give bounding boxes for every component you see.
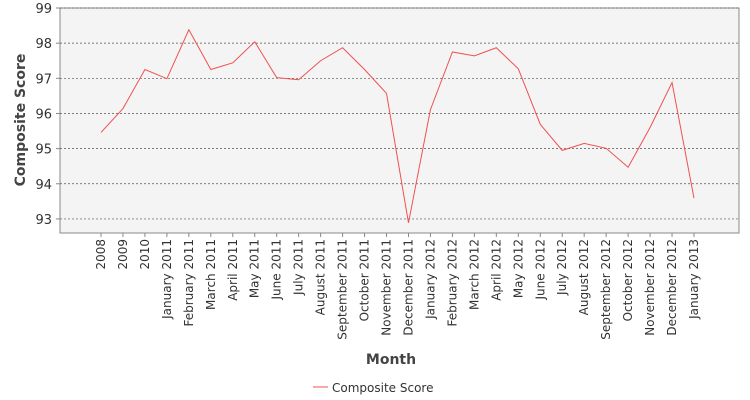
plot-area (59, 7, 740, 234)
legend-label: Composite Score (332, 381, 433, 395)
x-tick-label: October 2011 (358, 239, 372, 321)
y-tick-label: 94 (35, 178, 52, 193)
x-tick-label: March 2011 (204, 239, 218, 310)
y-tick-label: 96 (35, 107, 52, 122)
x-tick-label: 2008 (94, 239, 108, 270)
x-tick-label: April 2012 (489, 239, 503, 301)
x-axis-title: Month (366, 352, 416, 368)
x-tick-label: May 2012 (511, 239, 525, 298)
y-tick-label: 93 (35, 213, 52, 228)
y-tick-label: 95 (35, 143, 52, 158)
legend: Composite Score (313, 381, 433, 395)
x-tick-label: December 2012 (665, 239, 679, 336)
y-tick-label: 99 (35, 2, 52, 17)
x-tick-label: January 2011 (160, 239, 174, 320)
x-tick-label: November 2012 (643, 239, 657, 336)
x-tick-label: 2010 (138, 239, 152, 270)
x-tick-label: January 2012 (423, 239, 437, 320)
y-axis-title: Composite Score (13, 54, 29, 187)
x-tick-label: July 2011 (292, 239, 306, 296)
y-tick-label: 97 (35, 72, 52, 87)
x-tick-label: 2009 (116, 239, 130, 270)
x-tick-label: February 2012 (445, 239, 459, 327)
x-tick-label: April 2011 (226, 239, 240, 301)
x-tick-label: September 2012 (599, 239, 613, 340)
x-tick-label: February 2011 (182, 239, 196, 327)
x-tick-label: August 2011 (314, 239, 328, 315)
y-tick-label: 98 (35, 37, 52, 52)
x-tick-label: December 2011 (401, 239, 415, 336)
x-tick-label: May 2011 (248, 239, 262, 298)
x-tick-label: October 2012 (621, 239, 635, 321)
x-tick-label: November 2011 (380, 239, 394, 336)
x-tick-label: June 2011 (270, 239, 284, 301)
x-tick-label: July 2012 (555, 239, 569, 296)
series-line (100, 28, 695, 223)
x-tick-label: March 2012 (467, 239, 481, 310)
x-tick-label: August 2012 (577, 239, 591, 315)
x-tick-label: June 2012 (533, 239, 547, 301)
x-tick-label: January 2013 (687, 239, 701, 320)
x-tick-label: September 2011 (336, 239, 350, 340)
